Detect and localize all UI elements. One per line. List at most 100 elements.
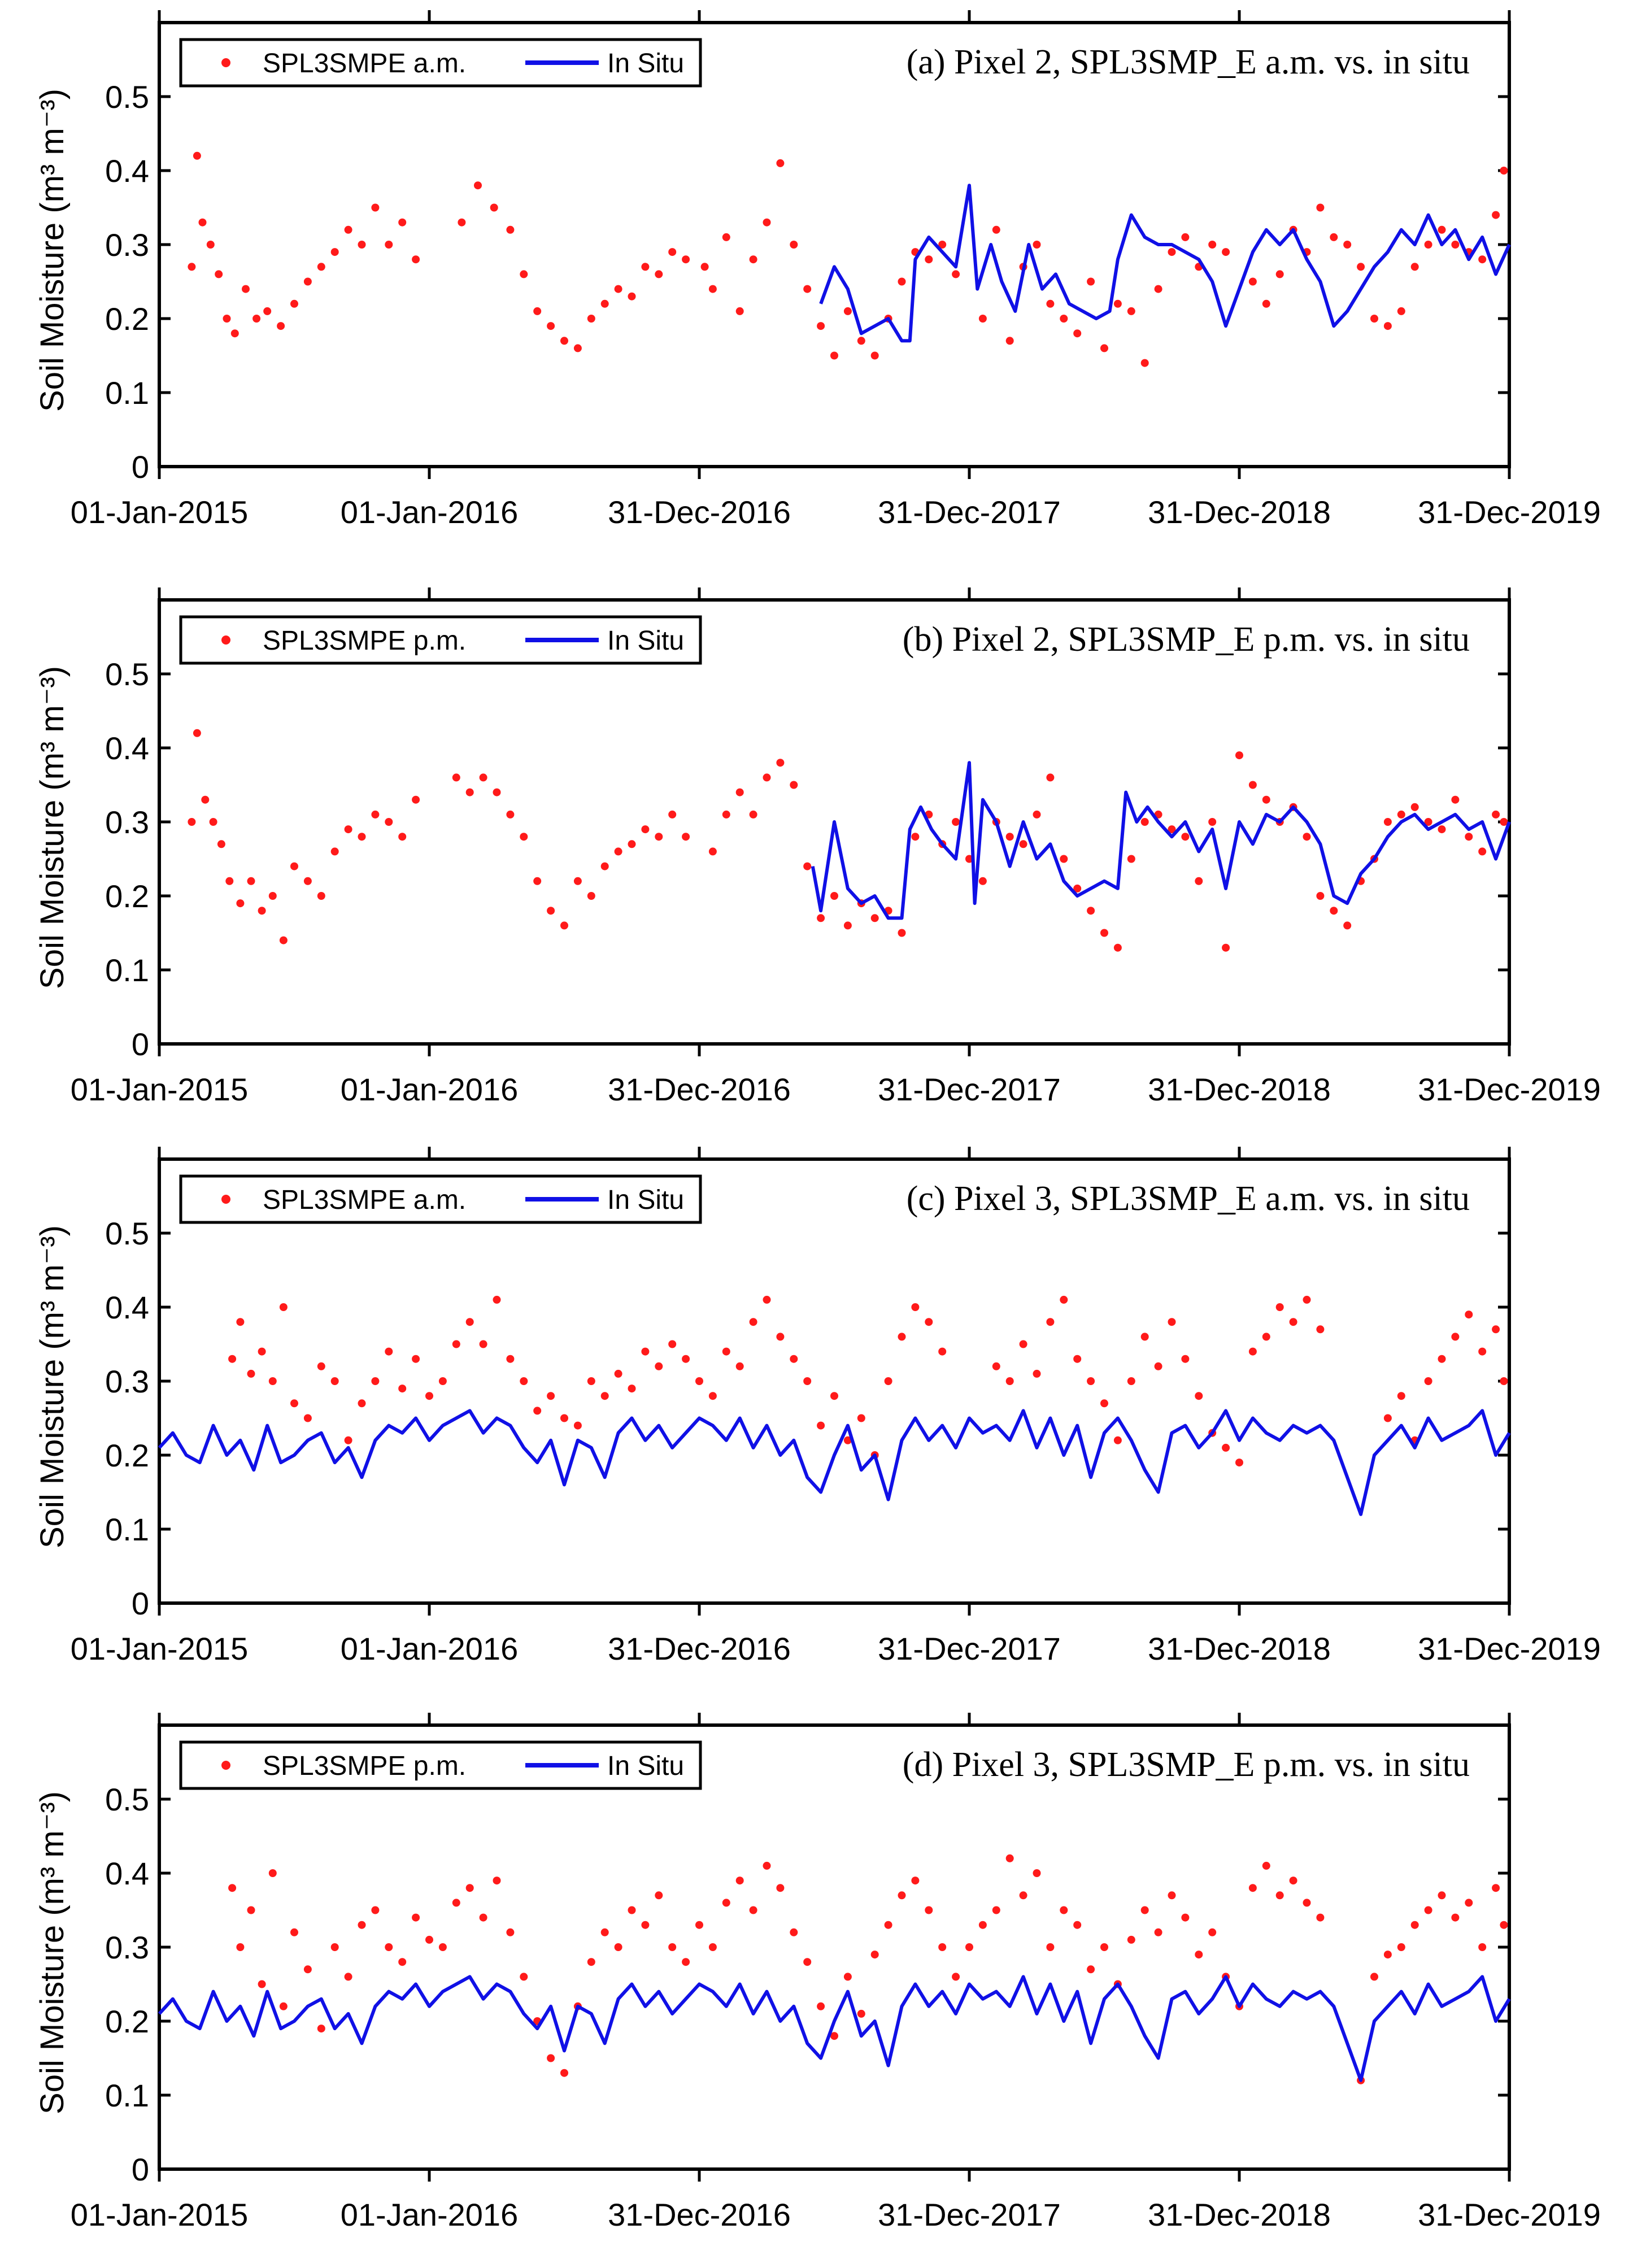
y-tick-label: 0.1 bbox=[105, 2078, 149, 2113]
legend-label-spl3smpe: SPL3SMPE p.m. bbox=[263, 626, 466, 656]
data-point bbox=[992, 1906, 1000, 1914]
data-point bbox=[1005, 833, 1014, 841]
data-point bbox=[1127, 307, 1135, 315]
data-point bbox=[1046, 1943, 1055, 1951]
data-point bbox=[1181, 1355, 1190, 1363]
data-point bbox=[358, 1399, 366, 1408]
legend-label-in-situ: In Situ bbox=[607, 1185, 684, 1215]
data-point bbox=[1451, 241, 1460, 249]
x-tick-label: 31-Dec-2016 bbox=[608, 2197, 791, 2232]
data-point bbox=[1465, 1311, 1473, 1319]
data-point bbox=[763, 773, 771, 782]
data-point bbox=[547, 1392, 555, 1400]
data-point bbox=[474, 181, 482, 190]
x-tick-label: 31-Dec-2018 bbox=[1148, 1631, 1331, 1666]
data-point bbox=[1275, 1303, 1284, 1311]
data-point bbox=[1127, 1935, 1135, 1944]
data-point bbox=[1087, 1965, 1095, 1974]
data-point bbox=[493, 1877, 501, 1885]
data-point bbox=[1492, 1884, 1500, 1892]
x-tick-label: 31-Dec-2016 bbox=[608, 1631, 791, 1666]
chart-panel-c: 0 0.1 0.2 0.3 0.4 0.5 01-Jan-2015 01-Jan-2016 31… bbox=[34, 1147, 1601, 1666]
data-point bbox=[1451, 1913, 1460, 1922]
legend-label-spl3smpe: SPL3SMPE a.m. bbox=[263, 49, 466, 79]
data-point bbox=[668, 810, 677, 819]
chart-panel-b: 0 0.1 0.2 0.3 0.4 0.5 01-Jan-2015 01-Jan-2016 31… bbox=[34, 587, 1601, 1107]
data-point bbox=[1140, 818, 1149, 826]
y-tick-label: 0.1 bbox=[105, 375, 149, 411]
data-point bbox=[857, 1414, 865, 1422]
y-tick-label: 0.4 bbox=[105, 153, 149, 189]
data-point bbox=[1438, 825, 1446, 834]
data-point bbox=[330, 248, 339, 256]
data-point bbox=[695, 1921, 703, 1929]
data-point bbox=[600, 1928, 609, 1936]
data-point bbox=[258, 1980, 266, 1988]
data-point bbox=[398, 1385, 407, 1393]
legend-box bbox=[179, 615, 702, 665]
data-point bbox=[1195, 1951, 1203, 1959]
data-point bbox=[1330, 907, 1338, 915]
y-tick-label: 0.5 bbox=[105, 79, 149, 115]
data-point bbox=[776, 1333, 785, 1341]
data-point bbox=[217, 840, 225, 848]
data-point bbox=[1019, 1891, 1027, 1900]
data-point bbox=[1060, 315, 1068, 323]
y-tick-label: 0.5 bbox=[105, 1216, 149, 1251]
data-point bbox=[493, 1295, 501, 1304]
data-point bbox=[1208, 241, 1217, 249]
y-tick-label: 0.3 bbox=[105, 1930, 149, 1965]
data-point bbox=[358, 833, 366, 841]
data-point bbox=[817, 1421, 825, 1430]
y-tick-label: 0.4 bbox=[105, 1856, 149, 1891]
data-point bbox=[1248, 1347, 1257, 1356]
data-point bbox=[708, 847, 717, 856]
data-point bbox=[1465, 833, 1473, 841]
data-point bbox=[735, 307, 744, 315]
data-point bbox=[749, 810, 757, 819]
data-point bbox=[1397, 1943, 1405, 1951]
data-point bbox=[628, 1385, 636, 1393]
in-situ-line bbox=[158, 1409, 1511, 1516]
data-point bbox=[614, 1943, 622, 1951]
data-point bbox=[735, 788, 744, 796]
data-point bbox=[911, 1303, 920, 1311]
data-point bbox=[1343, 241, 1352, 249]
data-point bbox=[1248, 1884, 1257, 1892]
data-point bbox=[614, 1369, 622, 1378]
data-point bbox=[628, 840, 636, 848]
data-point bbox=[803, 1377, 812, 1385]
data-point bbox=[452, 1899, 460, 1907]
data-point bbox=[236, 1943, 245, 1951]
data-point bbox=[330, 1377, 339, 1385]
data-point bbox=[1113, 1436, 1122, 1444]
data-point bbox=[587, 1377, 595, 1385]
data-point bbox=[425, 1935, 433, 1944]
data-point bbox=[425, 1392, 433, 1400]
data-point bbox=[1046, 1318, 1055, 1326]
data-point bbox=[258, 1347, 266, 1356]
data-point bbox=[506, 225, 515, 234]
y-axis-label: Soil Moisture (m³ m⁻³) bbox=[34, 1791, 71, 2114]
legend-box bbox=[179, 38, 702, 88]
data-point bbox=[722, 810, 730, 819]
x-tick-label: 31-Dec-2018 bbox=[1148, 494, 1331, 530]
data-point bbox=[1316, 203, 1325, 212]
data-point bbox=[614, 285, 622, 293]
data-point bbox=[344, 1436, 352, 1444]
data-point bbox=[573, 344, 582, 352]
data-point bbox=[1154, 1928, 1162, 1936]
data-point bbox=[358, 1921, 366, 1929]
data-point bbox=[228, 1884, 237, 1892]
data-point bbox=[1005, 1377, 1014, 1385]
data-point bbox=[1424, 241, 1432, 249]
in-situ-line bbox=[819, 184, 1511, 343]
data-point bbox=[708, 1943, 717, 1951]
data-point bbox=[1222, 248, 1230, 256]
data-point bbox=[952, 1973, 960, 1981]
data-point bbox=[1383, 1951, 1392, 1959]
data-point bbox=[735, 1877, 744, 1885]
data-point bbox=[1046, 773, 1055, 782]
legend-marker-points bbox=[221, 1195, 230, 1204]
data-point bbox=[533, 1407, 542, 1415]
